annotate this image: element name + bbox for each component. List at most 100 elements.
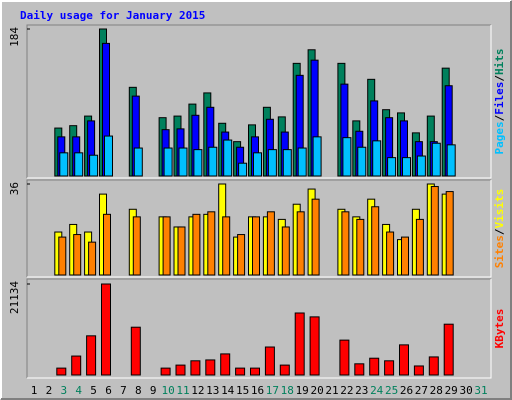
legend-entry: Hits — [493, 49, 506, 76]
bar — [220, 353, 231, 376]
bar — [386, 231, 395, 276]
bar — [279, 364, 290, 376]
bar — [178, 147, 188, 177]
bar — [372, 140, 382, 177]
bar — [86, 335, 97, 376]
panel-highlight — [27, 25, 492, 179]
panel-shadow — [26, 24, 491, 178]
panel-shadow — [26, 179, 491, 277]
bar — [357, 146, 367, 177]
bar — [384, 360, 395, 376]
bar — [89, 154, 99, 177]
legend-entry: Visits — [493, 189, 506, 229]
bar — [177, 226, 186, 276]
x-tick-label: 26 — [400, 384, 413, 397]
bar — [88, 241, 97, 276]
bar — [428, 356, 439, 376]
legend-separator: / — [493, 228, 506, 235]
x-tick-label: 3 — [60, 384, 67, 397]
x-tick-label: 14 — [221, 384, 235, 397]
bar — [443, 323, 454, 376]
bar — [401, 236, 409, 276]
bar — [190, 360, 201, 376]
bar — [399, 344, 409, 376]
bar — [266, 211, 275, 276]
bar — [402, 157, 411, 177]
legend-separator: / — [493, 75, 506, 82]
bar — [59, 152, 69, 177]
x-tick-label: 5 — [90, 384, 97, 397]
x-tick-label: 29 — [445, 384, 458, 397]
bar — [238, 162, 248, 177]
bar — [387, 157, 397, 177]
panel-highlight — [27, 279, 492, 379]
bar — [311, 198, 320, 276]
x-tick-label: 24 — [370, 384, 384, 397]
x-tick-label: 9 — [150, 384, 157, 397]
bar — [193, 149, 203, 177]
x-tick-label: 19 — [296, 384, 309, 397]
bar — [132, 216, 141, 276]
x-tick-label: 1 — [31, 384, 38, 397]
y-tick-label: 184 — [8, 27, 21, 47]
bar — [160, 367, 171, 376]
x-tick-label: 4 — [75, 384, 82, 397]
bar — [101, 283, 111, 376]
x-tick-label: 27 — [415, 384, 428, 397]
bar — [205, 359, 216, 376]
bar — [312, 136, 322, 177]
x-tick-label: 25 — [385, 384, 398, 397]
bar — [431, 142, 441, 177]
bar — [339, 339, 350, 376]
bar — [264, 346, 275, 376]
panel-highlight — [27, 180, 492, 278]
bar — [252, 216, 260, 276]
bar — [175, 364, 186, 376]
x-tick-label: 2 — [46, 384, 53, 397]
bar — [223, 139, 233, 177]
bar — [446, 144, 456, 177]
x-tick-label: 10 — [161, 384, 174, 397]
y-tick-label: 21134 — [8, 281, 21, 314]
x-tick-label: 22 — [340, 384, 353, 397]
bar — [163, 147, 173, 177]
x-tick-label: 12 — [191, 384, 204, 397]
bar — [281, 226, 290, 276]
legend: Pages/Files/Hits — [493, 49, 506, 155]
legend-entry: Sites — [493, 235, 506, 268]
bar — [296, 211, 305, 276]
legend-entry: Files — [493, 82, 506, 115]
y-tick-label: 36 — [8, 182, 21, 195]
bar — [222, 216, 231, 276]
bar — [133, 147, 143, 177]
bar — [58, 236, 67, 276]
bar — [413, 365, 424, 376]
bar — [294, 312, 305, 376]
bar — [309, 316, 320, 376]
x-tick-label: 11 — [176, 384, 189, 397]
x-tick-label: 31 — [474, 384, 487, 397]
x-tick-label: 30 — [459, 384, 472, 397]
bar — [104, 135, 113, 177]
x-tick-label: 28 — [430, 384, 443, 397]
bar — [103, 213, 111, 276]
bar — [342, 137, 352, 177]
bar — [445, 191, 454, 276]
x-tick-label: 15 — [236, 384, 249, 397]
legend-entry: Pages — [493, 121, 506, 154]
legend: Sites/Visits — [493, 189, 506, 269]
bar — [237, 234, 246, 276]
bar — [371, 206, 380, 276]
bar — [341, 211, 350, 276]
bar — [297, 147, 307, 177]
bar — [356, 218, 365, 276]
legend: KBytes — [493, 309, 506, 349]
x-tick-label: 21 — [325, 384, 338, 397]
legend-separator: / — [493, 114, 506, 121]
x-tick-label: 6 — [105, 384, 112, 397]
bar — [250, 367, 260, 376]
bar — [73, 234, 82, 276]
